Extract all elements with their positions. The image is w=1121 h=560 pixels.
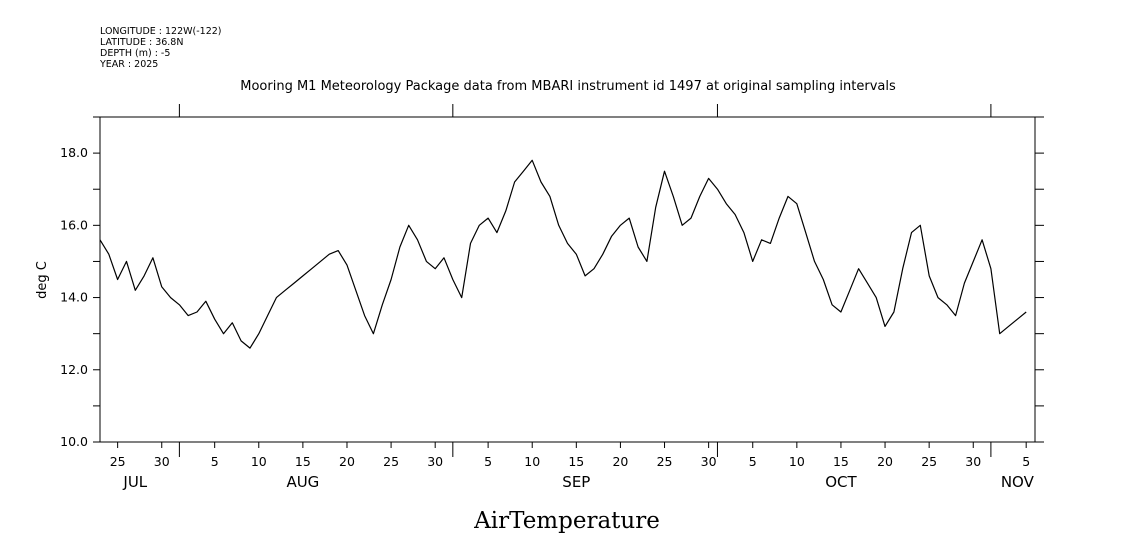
axis-ticks (93, 104, 1044, 457)
month-label: JUL (122, 473, 147, 491)
x-tick-label: 15 (295, 454, 311, 469)
x-tick-label: 10 (251, 454, 267, 469)
x-tick-label: 5 (211, 454, 219, 469)
metadata-block: LONGITUDE : 122W(-122) LATITUDE : 36.8N … (100, 26, 222, 70)
month-label: AUG (286, 473, 319, 491)
x-tick-label: 15 (568, 454, 584, 469)
x-tick-label: 20 (877, 454, 893, 469)
y-axis-label: deg C (35, 261, 50, 299)
y-tick-label: 12.0 (60, 362, 88, 377)
y-tick-label: 14.0 (60, 290, 88, 305)
plot-frame (99, 116, 1036, 443)
x-tick-label: 20 (612, 454, 628, 469)
series-group (99, 159, 1027, 349)
month-label: NOV (1001, 473, 1035, 491)
x-tick-label: 5 (749, 454, 757, 469)
x-tick-label: 25 (110, 454, 126, 469)
x-tick-label: 30 (965, 454, 981, 469)
x-tick-label: 30 (427, 454, 443, 469)
meta-year: YEAR : 2025 (100, 59, 159, 70)
chart-title: Mooring M1 Meteorology Package data from… (240, 79, 896, 94)
x-tick-label: 20 (339, 454, 355, 469)
meta-depth: DEPTH (m) : -5 (100, 48, 171, 59)
month-label: SEP (562, 473, 590, 491)
y-tick-label: 10.0 (60, 434, 88, 449)
x-tick-label: 25 (657, 454, 673, 469)
tick-labels: 10.0 12.0 14.0 16.0 18.0 25 30 5 10 15 20 25 30 5 10 15… (60, 145, 1034, 491)
y-tick-label: 18.0 (60, 145, 88, 160)
x-tick-label: 30 (154, 454, 170, 469)
x-tick-label: 5 (1022, 454, 1030, 469)
x-tick-label: 30 (701, 454, 717, 469)
y-tick-label: 16.0 (60, 217, 88, 232)
x-axis-label: AirTemperature (473, 508, 660, 534)
x-tick-label: 15 (833, 454, 849, 469)
x-tick-label: 25 (921, 454, 937, 469)
x-tick-label: 25 (383, 454, 399, 469)
x-tick-label: 10 (524, 454, 540, 469)
x-tick-label: 5 (484, 454, 492, 469)
meta-latitude: LATITUDE : 36.8N (100, 37, 184, 48)
series-line (99, 159, 1027, 349)
meta-longitude: LONGITUDE : 122W(-122) (100, 26, 222, 37)
month-label: OCT (825, 473, 857, 491)
x-tick-label: 10 (789, 454, 805, 469)
